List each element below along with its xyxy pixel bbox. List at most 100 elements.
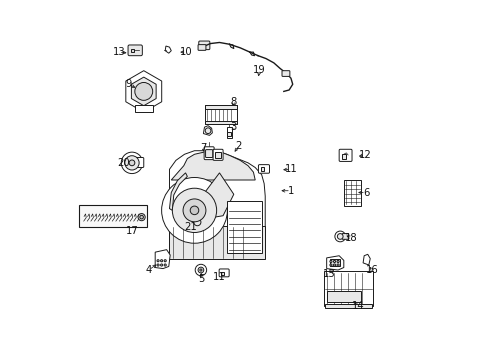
Text: 13: 13 bbox=[112, 47, 125, 57]
Text: 8: 8 bbox=[229, 97, 236, 107]
Text: 10: 10 bbox=[180, 47, 193, 57]
Polygon shape bbox=[165, 46, 171, 53]
FancyBboxPatch shape bbox=[198, 41, 209, 50]
FancyBboxPatch shape bbox=[213, 149, 223, 160]
Bar bbox=[135, 105, 152, 112]
Text: 12: 12 bbox=[358, 150, 371, 160]
Polygon shape bbox=[169, 151, 264, 258]
Circle shape bbox=[190, 216, 193, 219]
FancyBboxPatch shape bbox=[128, 45, 142, 56]
Bar bbox=[326, 292, 360, 302]
FancyBboxPatch shape bbox=[203, 147, 214, 159]
Circle shape bbox=[201, 216, 203, 219]
Text: 15: 15 bbox=[323, 269, 335, 279]
Text: 19: 19 bbox=[253, 65, 265, 75]
Bar bbox=[80, 205, 146, 227]
Polygon shape bbox=[155, 249, 170, 269]
Circle shape bbox=[329, 260, 331, 262]
Circle shape bbox=[160, 264, 163, 266]
Text: 21: 21 bbox=[183, 222, 196, 232]
Polygon shape bbox=[198, 173, 233, 219]
Bar bbox=[343, 180, 360, 206]
Bar bbox=[325, 303, 371, 308]
FancyBboxPatch shape bbox=[205, 150, 212, 157]
Text: 17: 17 bbox=[125, 226, 138, 236]
Bar bbox=[169, 226, 264, 258]
Circle shape bbox=[183, 199, 205, 222]
Circle shape bbox=[160, 260, 163, 262]
Text: 2: 2 bbox=[235, 141, 241, 151]
Polygon shape bbox=[131, 77, 156, 106]
Circle shape bbox=[198, 267, 203, 273]
Text: 20: 20 bbox=[117, 158, 130, 168]
FancyBboxPatch shape bbox=[219, 269, 229, 277]
Bar bbox=[260, 167, 264, 171]
Bar bbox=[329, 258, 340, 266]
Bar bbox=[205, 105, 237, 123]
Bar bbox=[341, 154, 345, 158]
Polygon shape bbox=[326, 256, 343, 270]
Bar bbox=[205, 105, 237, 109]
Bar bbox=[227, 202, 262, 253]
Text: 14: 14 bbox=[351, 301, 364, 311]
Circle shape bbox=[162, 177, 227, 243]
Circle shape bbox=[164, 260, 166, 262]
Bar bbox=[221, 272, 224, 275]
Bar bbox=[131, 49, 134, 52]
Circle shape bbox=[190, 206, 198, 215]
Circle shape bbox=[190, 226, 193, 229]
Bar bbox=[215, 153, 220, 158]
Polygon shape bbox=[125, 71, 162, 112]
Circle shape bbox=[333, 264, 335, 266]
Polygon shape bbox=[363, 254, 369, 265]
Circle shape bbox=[140, 215, 143, 219]
FancyBboxPatch shape bbox=[198, 45, 205, 50]
Circle shape bbox=[188, 221, 191, 224]
Circle shape bbox=[164, 264, 166, 266]
Circle shape bbox=[201, 226, 203, 229]
Circle shape bbox=[195, 264, 206, 276]
Circle shape bbox=[157, 264, 159, 266]
Text: 1: 1 bbox=[287, 186, 293, 196]
Text: 18: 18 bbox=[344, 233, 357, 243]
Bar bbox=[323, 271, 372, 306]
Polygon shape bbox=[203, 126, 212, 135]
Circle shape bbox=[329, 264, 331, 266]
Text: 4: 4 bbox=[145, 265, 152, 275]
Circle shape bbox=[336, 260, 339, 262]
Circle shape bbox=[196, 213, 198, 216]
Circle shape bbox=[138, 213, 145, 221]
Circle shape bbox=[337, 234, 343, 239]
Circle shape bbox=[135, 82, 152, 100]
Circle shape bbox=[157, 260, 159, 262]
Circle shape bbox=[129, 160, 135, 166]
Circle shape bbox=[200, 269, 202, 271]
Polygon shape bbox=[169, 173, 187, 210]
Text: 11: 11 bbox=[212, 272, 224, 282]
Text: 6: 6 bbox=[362, 188, 368, 198]
FancyBboxPatch shape bbox=[258, 165, 269, 173]
Circle shape bbox=[196, 228, 198, 231]
Circle shape bbox=[121, 152, 142, 174]
FancyBboxPatch shape bbox=[134, 157, 143, 167]
Circle shape bbox=[334, 231, 345, 242]
Text: 16: 16 bbox=[365, 265, 378, 275]
Polygon shape bbox=[171, 152, 255, 180]
Text: 9: 9 bbox=[125, 79, 131, 89]
FancyBboxPatch shape bbox=[282, 71, 289, 76]
Circle shape bbox=[124, 156, 139, 170]
Circle shape bbox=[205, 128, 210, 134]
FancyBboxPatch shape bbox=[339, 149, 351, 161]
Bar bbox=[205, 121, 237, 123]
Circle shape bbox=[203, 221, 205, 224]
Text: 3: 3 bbox=[229, 122, 236, 132]
FancyBboxPatch shape bbox=[341, 234, 348, 239]
Circle shape bbox=[193, 219, 201, 226]
Bar bbox=[226, 127, 231, 138]
Circle shape bbox=[190, 216, 203, 229]
Text: 5: 5 bbox=[198, 274, 204, 284]
Circle shape bbox=[336, 264, 339, 266]
Text: 11: 11 bbox=[284, 164, 297, 174]
Circle shape bbox=[333, 260, 335, 262]
Text: 7: 7 bbox=[200, 143, 206, 153]
